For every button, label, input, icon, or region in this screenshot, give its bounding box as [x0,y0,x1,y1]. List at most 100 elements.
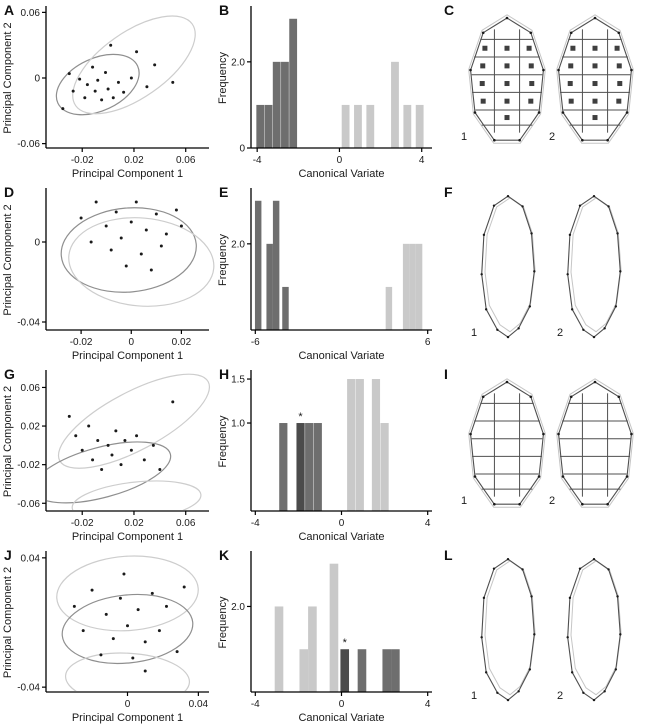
panel-H-label: H [219,366,230,382]
svg-text:Canonical Variate: Canonical Variate [298,531,384,543]
svg-text:0: 0 [128,337,134,348]
svg-text:-4: -4 [253,155,262,166]
panel-B-label: B [219,2,230,18]
panel-A: A 0.06 0 -0.06 -0.02 0.02 0.06 Principal Compo… [0,0,215,182]
svg-text:2.0: 2.0 [231,602,245,613]
svg-text:2: 2 [557,327,563,339]
svg-text:0.06: 0.06 [21,383,41,394]
svg-text:0: 0 [34,74,40,85]
panel-E-label: E [219,184,229,200]
svg-text:*: * [298,411,303,423]
svg-text:Principal Component 2: Principal Component 2 [2,22,14,133]
svg-text:Canonical Variate: Canonical Variate [298,350,384,362]
svg-text:Principal Component 1: Principal Component 1 [72,168,183,180]
svg-text:-0.04: -0.04 [17,683,40,694]
svg-text:2: 2 [557,690,563,702]
svg-text:0.06: 0.06 [176,518,196,529]
svg-text:1.5: 1.5 [231,375,245,386]
svg-text:Principal Component 1: Principal Component 1 [72,712,183,724]
svg-text:4: 4 [419,155,425,166]
svg-text:Principal Component 2: Principal Component 2 [2,386,14,497]
panel-K: K * 2.0 -4 0 4 Canonical Variate Frequency [215,545,440,726]
svg-text:Principal Component 1: Principal Component 1 [72,531,183,543]
svg-text:0.02: 0.02 [172,337,192,348]
panel-G-scatter-chart: 0.06 0.02 -0.02 -0.06 -0.02 0.02 0.06 Principal… [2,370,211,543]
svg-text:Principal Component 2: Principal Component 2 [2,204,14,315]
svg-text:2: 2 [549,495,555,507]
svg-text:Frequency: Frequency [217,52,229,104]
svg-text:Frequency: Frequency [217,596,229,648]
svg-text:0: 0 [239,144,245,155]
svg-text:-6: -6 [251,337,260,348]
panel-H-histogram-chart: * 1.5 1.0 -4 0 4 Canonical Variate Frequency [217,370,432,543]
panel-B: B 2.0 0 -4 0 4 Canonical Variate Frequency [215,0,440,182]
svg-text:2.0: 2.0 [231,239,245,250]
panel-D: D 0 -0.04 -0.02 0 0.02 Principal Component 1 P… [0,182,215,364]
svg-text:0.06: 0.06 [176,155,196,166]
svg-text:-4: -4 [251,518,260,529]
svg-text:0: 0 [125,699,131,710]
panel-A-label: A [4,2,15,18]
panel-I-label: I [444,366,448,382]
svg-text:1: 1 [461,495,467,507]
svg-text:0.02: 0.02 [124,518,144,529]
svg-text:0.02: 0.02 [124,155,144,166]
panel-D-label: D [4,184,15,200]
svg-text:2: 2 [549,131,555,143]
panel-J: J 0.04 -0.04 0 0.04 Principal Component 1 Pri… [0,545,215,726]
panel-J-scatter-chart: 0.04 -0.04 0 0.04 Principal Component 1 Princ… [2,551,209,724]
svg-text:1: 1 [471,690,477,702]
svg-text:Principal Component 2: Principal Component 2 [2,567,14,678]
panel-B-histogram-chart: 2.0 0 -4 0 4 Canonical Variate Frequency [217,6,432,180]
svg-text:0.04: 0.04 [189,699,209,710]
panel-G: G 0.06 0.02 -0.02 -0.06 -0.02 0.02 0.06 Princip… [0,364,215,545]
svg-text:Frequency: Frequency [217,415,229,467]
svg-text:-0.02: -0.02 [17,460,40,471]
panel-F-label: F [444,184,453,200]
svg-text:-0.06: -0.06 [17,139,40,150]
svg-text:0.02: 0.02 [21,422,41,433]
svg-text:0: 0 [34,238,40,249]
svg-text:2.0: 2.0 [231,57,245,68]
svg-text:Frequency: Frequency [217,234,229,286]
svg-text:-0.06: -0.06 [17,499,40,510]
svg-text:4: 4 [425,699,431,710]
svg-text:1: 1 [461,131,467,143]
svg-text:Canonical Variate: Canonical Variate [298,168,384,180]
svg-text:0.06: 0.06 [21,8,41,19]
svg-text:Principal Component 1: Principal Component 1 [72,350,183,362]
svg-text:1.0: 1.0 [231,419,245,430]
panel-K-histogram-chart: * 2.0 -4 0 4 Canonical Variate Frequency [217,551,432,724]
panel-A-scatter-chart: 0.06 0 -0.06 -0.02 0.02 0.06 Principal Compone… [2,6,209,180]
svg-text:Canonical Variate: Canonical Variate [298,712,384,724]
svg-text:-4: -4 [251,699,260,710]
svg-text:0: 0 [337,155,343,166]
panel-G-label: G [4,366,15,382]
panel-E: E 2.0 -6 6 Canonical Variate Frequency [215,182,440,364]
svg-text:-0.02: -0.02 [71,155,94,166]
panel-C-label: C [444,2,455,18]
svg-text:0.04: 0.04 [21,553,41,564]
panel-L-label: L [444,547,453,563]
svg-text:4: 4 [425,518,431,529]
panel-J-label: J [4,547,12,563]
svg-text:0: 0 [339,699,345,710]
svg-text:-0.02: -0.02 [71,518,94,529]
svg-text:6: 6 [425,337,431,348]
panel-D-scatter-chart: 0 -0.04 -0.02 0 0.02 Principal Component 1 Pri… [2,188,215,362]
panel-K-label: K [219,547,230,563]
svg-text:0: 0 [339,518,345,529]
svg-text:-0.02: -0.02 [70,337,93,348]
panel-E-histogram-chart: 2.0 -6 6 Canonical Variate Frequency [217,188,432,362]
svg-text:-0.04: -0.04 [17,318,40,329]
svg-text:*: * [343,637,348,649]
